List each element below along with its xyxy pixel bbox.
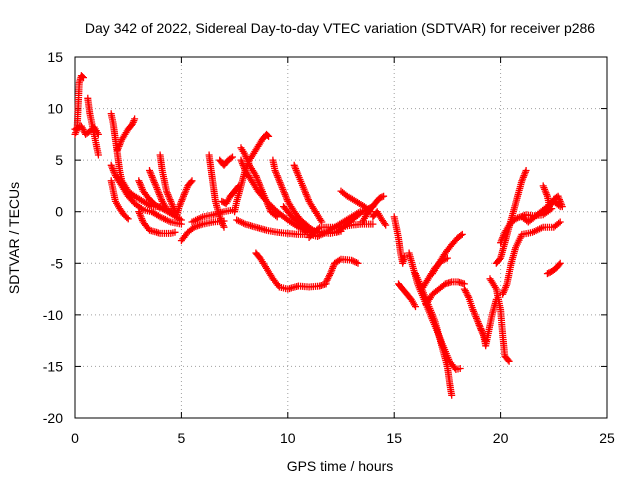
series-trace-45 [499,218,564,298]
series-trace-31 [358,192,388,226]
x-tick-label: 5 [178,430,186,446]
series-trace-47 [539,182,566,211]
y-tick-label: -10 [43,307,63,323]
x-tick-label: 20 [493,430,509,446]
series-trace-25 [290,161,326,226]
chart-title: Day 342 of 2022, Sidereal Day-to-day VTE… [85,20,595,36]
series-trace-21 [237,144,281,221]
y-tick-label: 15 [47,49,63,65]
plot-frame [74,56,608,419]
series-trace-32 [369,208,390,229]
series-trace-15 [205,151,228,231]
series-trace-39 [429,230,466,278]
series-trace-12 [173,177,196,219]
y-axis-label: SDTVAR / TECUs [6,182,22,294]
x-tick-label: 10 [280,430,296,446]
series-trace-28 [322,255,362,286]
series-trace-07 [114,115,139,154]
series-trace-33 [390,213,409,267]
y-tick-label: -5 [51,255,64,271]
series-trace-05 [107,161,185,228]
series-trace-16 [216,153,236,169]
series-trace-27 [305,208,364,240]
data-series [71,72,566,399]
series-trace-10 [146,167,177,218]
series-trace-37 [422,278,468,308]
series-trace-42 [486,275,513,365]
series-trace-11 [156,151,179,216]
series-trace-41 [475,295,500,350]
y-tick-label: 0 [55,204,63,220]
x-tick-label: 0 [71,430,79,446]
x-tick-label: 25 [599,430,615,446]
y-tick-label: 10 [47,101,63,117]
grid [75,57,607,418]
y-tick-label: 5 [55,152,63,168]
series-trace-06 [107,177,132,223]
series-trace-03 [84,94,102,159]
x-tick-label: 15 [386,430,402,446]
y-tick-label: -20 [43,410,63,426]
series-trace-48 [543,259,564,278]
series-trace-08 [135,208,179,237]
series-trace-17 [218,182,243,207]
series-trace-19 [233,216,313,238]
axis-ticks: 0 5 10 15 20 25 -20 -15 -10 -5 0 5 10 15 [43,49,615,446]
series-trace-34 [395,280,419,311]
series-trace-22 [252,249,330,293]
x-axis-label: GPS time / hours [287,458,394,474]
y-tick-label: -15 [43,358,63,374]
